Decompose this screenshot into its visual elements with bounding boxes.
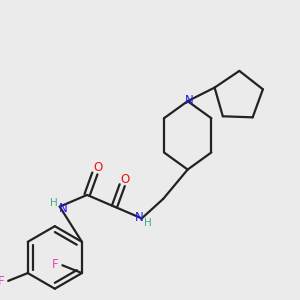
Text: N: N	[134, 211, 143, 224]
Text: F: F	[52, 258, 59, 271]
Text: N: N	[59, 202, 68, 215]
Text: H: H	[144, 218, 152, 228]
Text: O: O	[121, 173, 130, 186]
Text: H: H	[50, 198, 58, 208]
Text: N: N	[185, 94, 194, 107]
Text: O: O	[93, 161, 102, 174]
Text: F: F	[0, 275, 5, 288]
